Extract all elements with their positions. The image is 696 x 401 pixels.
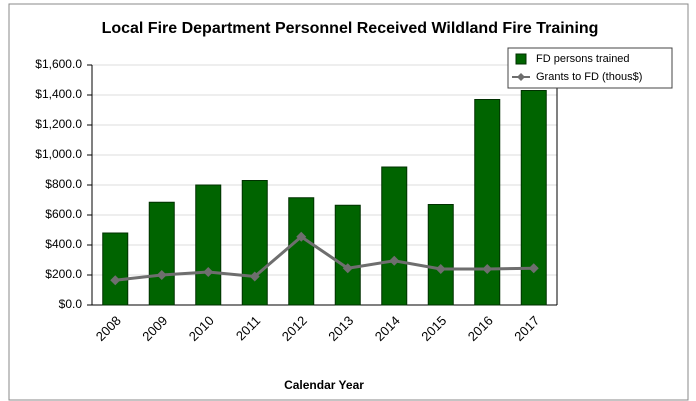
line-point (482, 264, 493, 274)
bar (288, 197, 315, 306)
bar (427, 204, 454, 306)
y-tick-label: $0.0 (59, 297, 83, 311)
bar (241, 180, 268, 306)
line-point (528, 263, 539, 274)
bar (148, 201, 175, 306)
legend-box (507, 47, 673, 89)
y-tick-label: $1,000.0 (35, 147, 82, 161)
y-tick-label: $400.0 (45, 237, 82, 251)
line-point (389, 255, 400, 266)
bar (381, 166, 408, 306)
line-point (156, 270, 167, 280)
line-point (249, 271, 260, 282)
legend-swatch-marker (517, 73, 525, 81)
legend-swatch (515, 53, 527, 65)
bar (334, 204, 361, 306)
y-tick-label: $1,400.0 (35, 87, 82, 101)
line-point (342, 263, 353, 274)
y-tick-label: $800.0 (45, 177, 82, 191)
bar (474, 99, 501, 306)
y-tick-label: $1,200.0 (35, 117, 82, 131)
legend-label: FD persons trained (536, 53, 630, 65)
line-point (203, 267, 214, 277)
bar (195, 184, 222, 306)
line-point (110, 275, 121, 286)
line-point (435, 264, 446, 274)
y-tick-label: $1,600.0 (35, 57, 82, 71)
line-point (296, 231, 307, 242)
y-tick-label: $600.0 (45, 207, 82, 221)
bar (102, 232, 129, 306)
legend-label: Grants to FD (thous$) (536, 71, 642, 83)
y-tick-label: $200.0 (45, 267, 82, 281)
line (115, 234, 534, 282)
chart-title: Local Fire Department Personnel Received… (102, 20, 599, 37)
x-axis-label: Calendar Year (284, 378, 364, 392)
